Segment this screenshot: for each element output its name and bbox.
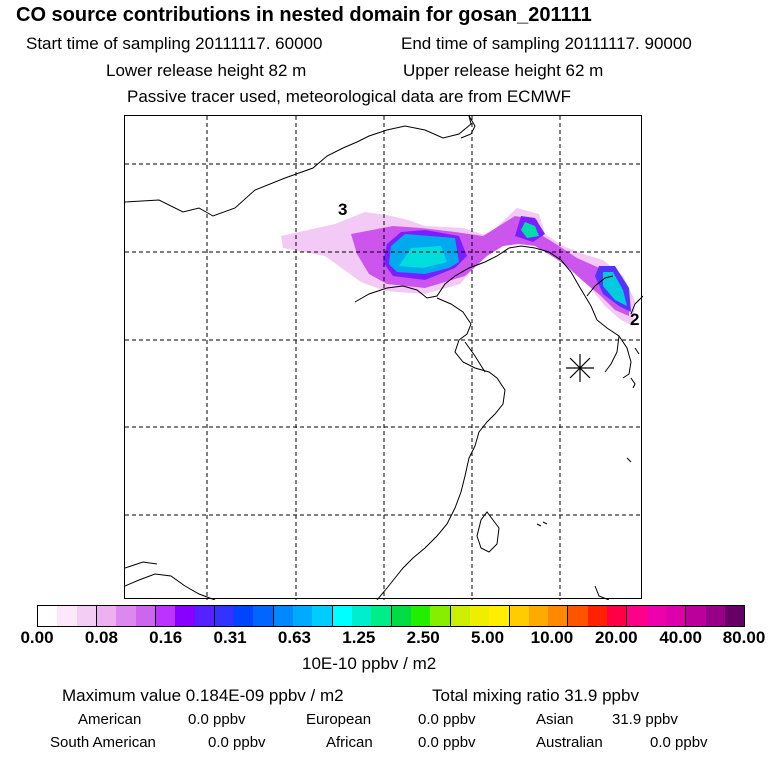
color-swatch xyxy=(214,606,235,626)
color-scale-tick-label: 0.16 xyxy=(149,628,183,647)
south-american-label: South American xyxy=(50,734,156,751)
color-swatch xyxy=(430,606,451,626)
color-scale-tick-label: 0.00 xyxy=(20,628,54,647)
australian-value: 0.0 ppbv xyxy=(650,734,708,751)
concentration-plume xyxy=(281,208,635,326)
color-scale-bar xyxy=(37,605,745,627)
color-scale-tick-label: 10.00 xyxy=(530,628,574,647)
color-swatch xyxy=(293,606,313,626)
tracer-note: Passive tracer used, meteorological data… xyxy=(127,87,572,106)
asian-label: Asian xyxy=(536,711,574,728)
color-swatch xyxy=(724,606,745,626)
color-swatch xyxy=(38,606,58,626)
color-scale-tick-label: 20.00 xyxy=(594,628,638,647)
color-scale-tick-label: 5.00 xyxy=(470,628,505,647)
australian-label: Australian xyxy=(536,734,603,751)
color-swatch xyxy=(352,606,372,626)
color-scale-units: 10E-10 ppbv / m2 xyxy=(302,654,437,673)
color-swatch xyxy=(705,606,725,626)
color-scale-tick-label: 40.00 xyxy=(659,628,702,647)
color-scale-tick-label: 2.50 xyxy=(406,628,440,647)
color-swatch xyxy=(548,606,569,626)
coastlines xyxy=(125,116,643,600)
map-canvas: 3 2 xyxy=(125,116,643,600)
color-swatch xyxy=(410,606,431,626)
color-swatch xyxy=(312,606,333,626)
color-swatch xyxy=(509,606,529,626)
color-swatch xyxy=(489,606,510,626)
color-swatch xyxy=(587,606,608,626)
south-american-value: 0.0 ppbv xyxy=(208,734,266,751)
color-swatch xyxy=(253,606,274,626)
color-swatch xyxy=(175,606,195,626)
grid-lines xyxy=(125,116,643,600)
color-swatch xyxy=(57,606,77,626)
color-swatch xyxy=(96,606,117,626)
color-swatch xyxy=(135,606,156,626)
end-time: End time of sampling 20111117. 90000 xyxy=(401,34,692,53)
source-label-2: 2 xyxy=(630,310,639,329)
american-value: 0.0 ppbv xyxy=(188,711,246,728)
american-label: American xyxy=(78,711,142,728)
color-swatch xyxy=(155,606,176,626)
plume-core-korea-north-green xyxy=(521,222,539,238)
maximum-value: Maximum value 0.184E-09 ppbv / m2 xyxy=(62,686,344,705)
color-swatch xyxy=(568,606,588,626)
asian-value: 31.9 ppbv xyxy=(612,711,678,728)
color-swatch xyxy=(234,606,254,626)
color-swatch xyxy=(332,606,352,626)
color-swatch xyxy=(686,606,706,626)
color-swatch xyxy=(450,606,470,626)
color-scale-tick-label: 80.00 xyxy=(722,628,766,647)
color-swatch xyxy=(666,606,687,626)
start-time: Start time of sampling 20111117. 60000 xyxy=(26,34,323,53)
african-label: African xyxy=(326,734,373,751)
color-swatch xyxy=(607,606,628,626)
lower-release-height: Lower release height 82 m xyxy=(106,61,307,80)
color-swatch xyxy=(469,606,490,626)
source-label-3: 3 xyxy=(338,200,347,219)
color-swatch xyxy=(76,606,97,626)
color-swatch xyxy=(194,606,215,626)
color-swatch xyxy=(528,606,549,626)
color-swatch xyxy=(116,606,136,626)
color-scale-tick-label: 0.63 xyxy=(277,628,311,647)
color-swatch xyxy=(391,606,411,626)
color-swatch xyxy=(646,606,666,626)
figure-title: CO source contributions in nested domain… xyxy=(16,4,592,26)
color-swatch xyxy=(371,606,392,626)
upper-release-height: Upper release height 62 m xyxy=(403,61,604,80)
color-scale-tick-label: 0.08 xyxy=(84,628,118,647)
color-swatch xyxy=(627,606,647,626)
receptor-asterisk-icon xyxy=(566,354,594,382)
european-label: European xyxy=(306,711,372,728)
color-scale-tick-label: 0.31 xyxy=(213,628,247,647)
color-scale-tick-label: 1.25 xyxy=(342,628,376,647)
color-swatch xyxy=(273,606,294,626)
european-value: 0.0 ppbv xyxy=(418,711,476,728)
map-panel[interactable]: 3 2 xyxy=(124,115,643,600)
african-value: 0.0 ppbv xyxy=(418,734,476,751)
total-mixing-ratio: Total mixing ratio 31.9 ppbv xyxy=(432,686,639,705)
plume-core-korea-south-cyan xyxy=(603,272,627,306)
